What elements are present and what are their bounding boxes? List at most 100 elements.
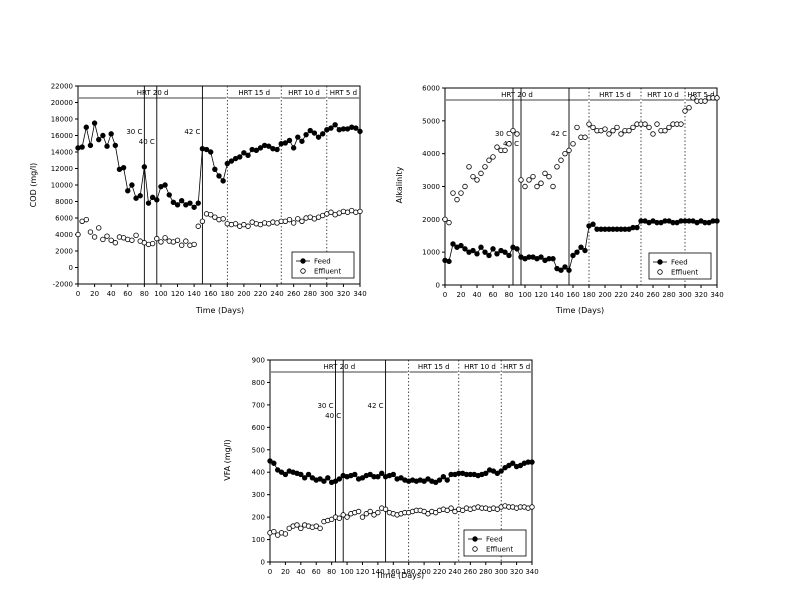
feed-point [582, 247, 588, 254]
x-tick-label: 280 [479, 568, 492, 576]
feed-point [274, 146, 280, 153]
feed-point [450, 241, 456, 247]
effluent-point [183, 238, 189, 244]
legend-marker [300, 258, 306, 264]
effluent-point [448, 505, 454, 511]
feed-point [100, 132, 106, 139]
effluent-point [104, 233, 110, 239]
temperature-marker-label: 30 C [495, 130, 511, 138]
effluent-point [328, 209, 334, 215]
effluent-point [602, 126, 608, 132]
feed-point [478, 244, 484, 250]
legend-marker [472, 536, 478, 542]
legend-box [291, 251, 355, 279]
y-tick-label: 0 [69, 264, 73, 272]
phase-label: HRT 10 d [464, 363, 496, 371]
y-tick-label: 1000 [422, 249, 440, 257]
legend-label: Feed [671, 259, 688, 267]
feed-point [470, 247, 476, 254]
feed-point [367, 471, 373, 478]
effluent-point [232, 221, 239, 227]
feed-point [87, 142, 94, 149]
feed-point [245, 152, 251, 158]
feed-point [332, 122, 338, 128]
effluent-point [357, 208, 363, 215]
feed-point [317, 476, 323, 482]
y-tick-label: 10000 [51, 182, 73, 190]
phase-label: HRT 5 d [330, 89, 357, 97]
feed-point [267, 458, 273, 464]
feed-point [108, 131, 114, 137]
feed-point [174, 202, 181, 208]
feed-point [390, 471, 396, 478]
feed-point [178, 197, 185, 204]
legend-label: Effluent [671, 269, 698, 277]
x-tick-label: 240 [270, 290, 283, 298]
feed-point [216, 173, 222, 179]
effluent-point [154, 235, 160, 242]
feed-point [299, 138, 305, 144]
legend-box [648, 252, 712, 280]
effluent-point [690, 95, 696, 101]
feed-point [398, 475, 404, 481]
feed-point [282, 140, 289, 146]
feed-point [432, 479, 439, 486]
feed-point [490, 468, 497, 474]
effluent-point [444, 507, 450, 514]
effluent-point [478, 170, 484, 177]
effluent-point [282, 531, 289, 537]
feed-point [562, 264, 568, 270]
effluent-point [158, 239, 164, 245]
effluent-point [425, 511, 431, 517]
y-tick-label: 800 [252, 379, 265, 387]
feed-point [436, 477, 443, 483]
feed-point [425, 476, 431, 482]
effluent-point [534, 183, 540, 190]
feed-point [145, 200, 152, 206]
effluent-point [375, 509, 381, 516]
feed-point [566, 267, 572, 273]
temperature-marker-label: 40 C [325, 412, 341, 420]
temperature-marker-label: 42 C [184, 128, 200, 136]
legend-label: Effluent [486, 546, 513, 554]
x-tick-label: 160 [204, 290, 217, 298]
effluent-point [678, 121, 684, 127]
effluent-point [618, 131, 624, 137]
feed-point [486, 252, 492, 259]
effluent-point [626, 127, 632, 134]
feed-point [474, 251, 480, 257]
x-tick-label: 120 [356, 568, 369, 576]
temperature-marker-label: 30 C [317, 402, 333, 410]
feed-point [319, 131, 326, 137]
feed-point [510, 460, 516, 466]
feed-point [357, 128, 363, 135]
effluent-point [642, 121, 648, 127]
phase-label: HRT 15 d [238, 89, 270, 97]
x-tick-label: 80 [505, 291, 514, 299]
effluent-point [328, 516, 335, 523]
feed-point [133, 195, 139, 201]
feed-point [502, 465, 508, 471]
feed-point [212, 166, 218, 173]
legend-label: Feed [314, 258, 331, 266]
effluent-point [494, 144, 500, 150]
effluent-point [650, 131, 656, 137]
feed-point [120, 164, 127, 171]
feed-point [162, 182, 168, 188]
feed-point [309, 475, 316, 481]
x-tick-label: 220 [433, 568, 446, 576]
x-tick-label: 40 [107, 290, 116, 298]
effluent-point [162, 235, 168, 241]
effluent-point [294, 522, 300, 528]
feed-point [191, 204, 197, 210]
effluent-point [87, 229, 94, 235]
effluent-point [454, 196, 460, 203]
x-tick-label: 40 [296, 568, 305, 576]
y-tick-label: 2000 [422, 216, 440, 224]
effluent-point [518, 177, 524, 183]
feed-point [315, 134, 322, 140]
feed-point [421, 478, 427, 484]
phase-label: HRT 5 d [503, 363, 530, 371]
x-tick-label: 260 [646, 291, 659, 299]
